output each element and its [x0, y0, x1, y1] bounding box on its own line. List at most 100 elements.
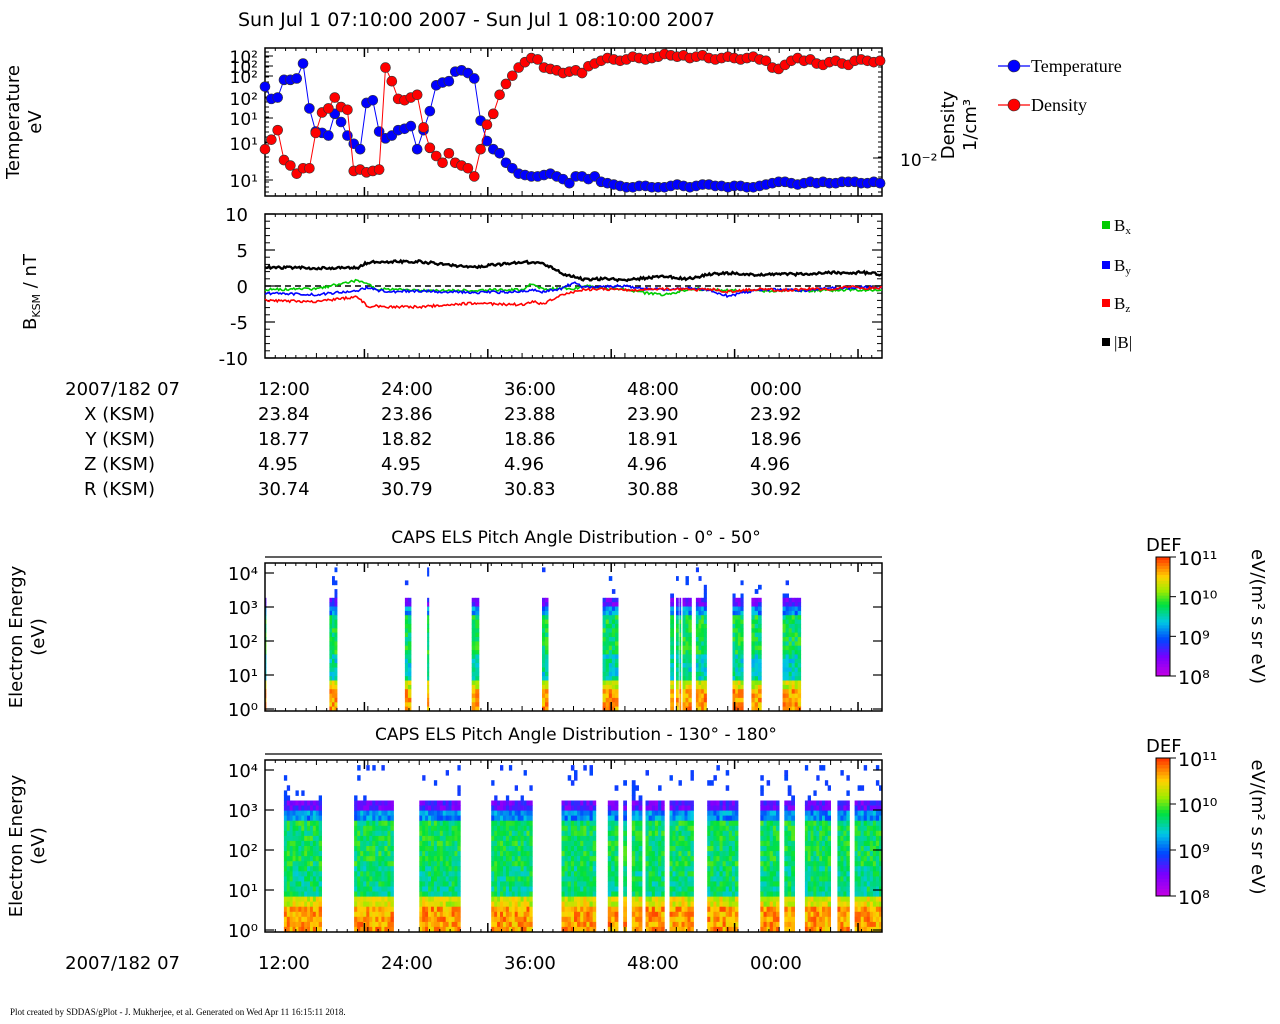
spectrogram-cell — [419, 881, 423, 887]
temperature-point — [443, 75, 455, 87]
spectrogram-cell — [816, 866, 820, 872]
ephemeris-row-label: X (KSM) — [84, 404, 155, 425]
spectrogram-cell — [787, 891, 792, 897]
spectrogram-cell — [669, 916, 673, 923]
spectrogram-cell — [791, 602, 796, 607]
spectrogram-cell — [307, 866, 311, 872]
spectrogram-cell — [500, 840, 504, 847]
spectrogram-cell — [772, 840, 777, 847]
spectrogram-cell — [514, 840, 518, 847]
spectrogram-cell — [286, 861, 291, 867]
spectrogram-cell — [497, 846, 501, 852]
spectrogram-cell — [583, 911, 587, 918]
spectrogram-cell — [635, 846, 639, 852]
spectrogram-cell — [404, 645, 409, 651]
spectrogram-cell — [734, 876, 739, 882]
spectrogram-cell — [685, 580, 689, 586]
spectrogram-cell — [283, 866, 288, 872]
spectrogram-cell — [491, 856, 495, 862]
spectrogram-cell — [615, 706, 619, 712]
spectrogram-cell — [710, 886, 714, 892]
spectrogram-cell — [716, 911, 720, 918]
spectrogram-cell — [607, 896, 612, 903]
spectrogram-cell — [422, 876, 426, 882]
spectrogram-cell — [283, 810, 288, 817]
spectrogram-cell — [332, 606, 335, 612]
temperature-point — [481, 135, 493, 147]
spectrogram-cell — [679, 602, 682, 607]
spectrogram-cell — [737, 641, 741, 647]
spectrogram-cell — [813, 911, 817, 918]
spectrogram-cell — [837, 830, 841, 837]
spectrogram-cell — [807, 861, 811, 867]
spectrogram-cell — [684, 835, 688, 842]
spectrogram-cell — [735, 697, 739, 703]
spectrogram-cell — [670, 610, 674, 616]
spectrogram-cell — [734, 916, 739, 923]
spectrogram-cell — [439, 916, 444, 923]
spectrogram-cell — [782, 606, 786, 612]
spectrogram-cell — [514, 815, 518, 822]
spectrogram-cell — [760, 775, 764, 781]
spectrogram-cell — [315, 856, 320, 862]
spectrogram-cell — [754, 684, 759, 690]
spectrogram-cell — [332, 623, 335, 629]
spectrogram-cell — [688, 658, 692, 664]
spectrogram-cell — [675, 846, 679, 852]
spectrogram-cell — [707, 886, 711, 892]
spectrogram-cell — [332, 650, 335, 655]
spectrogram-cell — [648, 916, 653, 923]
spectrogram-cell — [457, 926, 461, 933]
spectrogram-cell — [690, 840, 694, 847]
spectrogram-cell — [427, 615, 430, 620]
spectrogram-cell — [592, 881, 597, 887]
spectrogram-cell — [332, 663, 335, 668]
spectrogram-cell — [366, 916, 370, 923]
spectrogram-cell — [728, 916, 733, 923]
spectrogram-cell — [475, 641, 480, 647]
spectrogram-cell — [542, 623, 546, 629]
spectrogram-cell — [754, 610, 759, 616]
spectrogram-cell — [611, 916, 615, 923]
spectrogram-cell — [375, 846, 379, 852]
spectrogram-cell — [332, 615, 335, 620]
spectrogram-cell — [791, 663, 796, 668]
spectrogram-cell — [763, 825, 767, 832]
spectrogram-cell — [631, 810, 636, 817]
spectrogram-cell — [283, 840, 288, 847]
spectrogram-cell — [605, 597, 610, 603]
spectrogram-cell — [404, 702, 409, 708]
spectrogram-cell — [804, 765, 809, 771]
spectrogram-cell — [574, 775, 578, 781]
spectrogram-cell — [332, 641, 335, 647]
spectrogram-cell — [611, 805, 615, 811]
spectrogram-cell — [679, 689, 682, 694]
spectrogram-cell — [592, 901, 597, 908]
spectrogram-cell — [334, 680, 338, 686]
spectrogram-cell — [567, 916, 572, 923]
spectrogram-cell — [419, 866, 423, 872]
spectrogram-cell — [766, 805, 771, 811]
spectrogram-cell — [511, 856, 516, 862]
spectrogram-cell — [407, 689, 412, 694]
spectrogram-cell — [289, 911, 293, 918]
spectrogram-cell — [760, 861, 764, 867]
spectrogram-cell — [615, 667, 619, 673]
spectrogram-cell — [687, 921, 691, 928]
spectrogram-cell — [491, 820, 495, 827]
spectrogram-cell — [439, 830, 444, 837]
spectrogram-cell — [505, 846, 510, 852]
colorbar-cell — [1156, 568, 1170, 573]
spectrogram-cell — [387, 825, 391, 832]
spectrogram-cell — [807, 840, 811, 847]
spectrogram-cell — [289, 800, 293, 806]
spectrogram-cell — [615, 645, 619, 651]
spectrogram-cell — [503, 896, 507, 903]
spectrogram-cell — [390, 916, 394, 923]
spectrogram-cell — [701, 606, 705, 612]
spectrogram-cell — [788, 706, 793, 712]
spectrogram-cell — [542, 645, 546, 651]
spectrogram-cell — [491, 800, 495, 806]
spectrogram-cell — [713, 916, 717, 923]
spectrogram-cell — [635, 840, 639, 847]
